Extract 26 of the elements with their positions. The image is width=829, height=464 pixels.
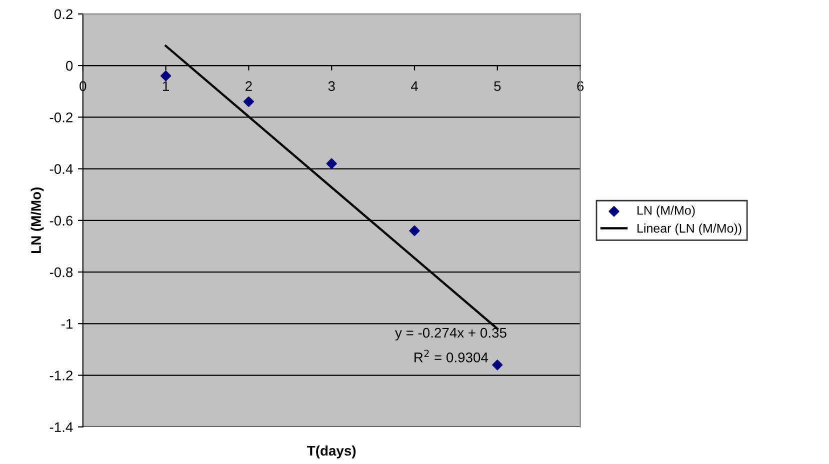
annotation: y = -0.274x + 0.35 — [395, 328, 506, 340]
y-tick-label: -0.8 — [50, 267, 73, 278]
y-tick-label: -0.4 — [50, 164, 73, 174]
annotation: R$^{2}$ = 0.9304 — [414, 350, 488, 362]
point — [409, 225, 420, 236]
x-tick-label: 1 — [162, 81, 169, 91]
x-tick-label: 4 — [410, 81, 418, 91]
x-axis-title: T(days) — [307, 445, 356, 458]
y-tick-label: 0 — [66, 60, 73, 71]
x-tick-label: 5 — [494, 81, 501, 92]
y-tick-label: -1 — [61, 319, 72, 329]
y-tick-label: -0.2 — [50, 112, 72, 122]
point — [492, 360, 503, 370]
point — [326, 158, 337, 169]
point — [243, 96, 254, 107]
y-tick-label: 0.2 — [54, 9, 72, 20]
y-tick-label: -0.6 — [50, 216, 73, 226]
point — [160, 70, 172, 82]
y-axis-title: LN (M/Mo) — [30, 188, 44, 254]
x-tick-label: 2 — [246, 81, 252, 91]
legend-label: Linear (LN (M/Mo)) — [638, 224, 742, 236]
x-tick-label: 6 — [577, 81, 584, 92]
y-tick-label: -1.2 — [50, 370, 72, 380]
y-tick-label: -1.4 — [50, 422, 73, 432]
x-tick-label: 3 — [328, 81, 335, 92]
legend-label: LN (M/Mo) — [638, 206, 695, 218]
